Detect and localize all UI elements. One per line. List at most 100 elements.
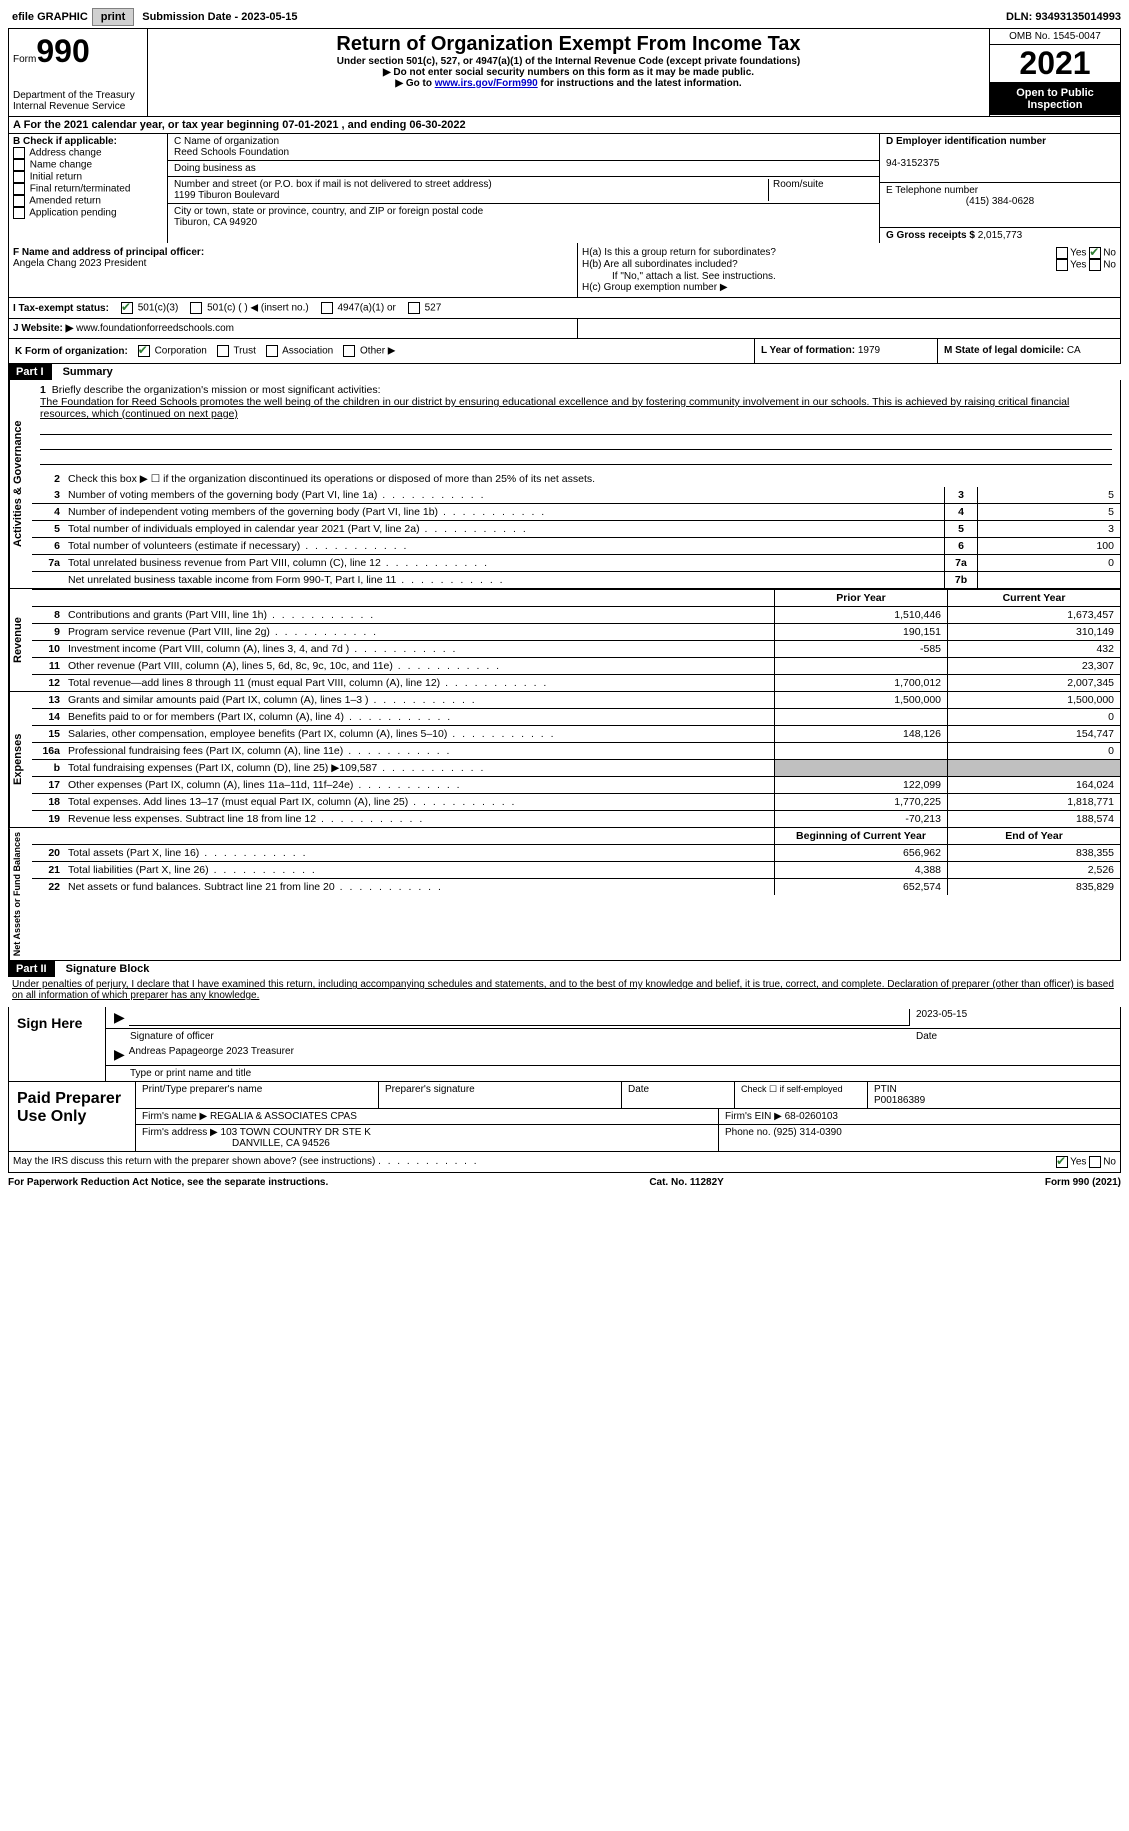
part2-badge: Part II bbox=[8, 961, 55, 977]
activities-label: Activities & Governance bbox=[9, 380, 32, 588]
col-b: B Check if applicable: Address change Na… bbox=[9, 134, 168, 243]
gross-cell: G Gross receipts $ 2,015,773 bbox=[880, 228, 1120, 243]
header-left: Form990 Department of the Treasury Inter… bbox=[9, 29, 148, 116]
irs-label: Internal Revenue Service bbox=[13, 101, 143, 112]
netassets-section: Net Assets or Fund Balances Beginning of… bbox=[8, 828, 1121, 961]
checkbox-address[interactable] bbox=[13, 147, 25, 159]
checkbox-pending[interactable] bbox=[13, 207, 25, 219]
expense-line: 14Benefits paid to or for members (Part … bbox=[32, 709, 1120, 726]
netasset-line: 22Net assets or fund balances. Subtract … bbox=[32, 879, 1120, 895]
ha-no[interactable] bbox=[1089, 247, 1101, 259]
ptin: P00186389 bbox=[874, 1095, 925, 1106]
netasset-line: 20Total assets (Part X, line 16)656,9628… bbox=[32, 845, 1120, 862]
header-center: Return of Organization Exempt From Incom… bbox=[148, 29, 989, 116]
efile-label: efile GRAPHIC bbox=[12, 11, 88, 23]
summary-line: 4Number of independent voting members of… bbox=[32, 504, 1120, 521]
print-button[interactable]: print bbox=[92, 8, 134, 26]
form-title: Return of Organization Exempt From Incom… bbox=[152, 33, 985, 56]
revenue-line: 8Contributions and grants (Part VIII, li… bbox=[32, 607, 1120, 624]
form-header: Form990 Department of the Treasury Inter… bbox=[8, 28, 1121, 117]
activities-section: Activities & Governance 1 Briefly descri… bbox=[8, 380, 1121, 589]
arrow-icon: ▶ bbox=[110, 1046, 129, 1063]
revenue-line: 10Investment income (Part VIII, column (… bbox=[32, 641, 1120, 658]
arrow-icon: ▶ bbox=[110, 1009, 129, 1026]
expense-line: 18Total expenses. Add lines 13–17 (must … bbox=[32, 794, 1120, 811]
assoc-check[interactable] bbox=[266, 345, 278, 357]
sign-here-label: Sign Here bbox=[9, 1007, 106, 1081]
year-formation: 1979 bbox=[858, 345, 880, 356]
discuss-no[interactable] bbox=[1089, 1156, 1101, 1168]
part1-header-row: Part I Summary bbox=[8, 364, 1121, 380]
mission-text: The Foundation for Reed Schools promotes… bbox=[40, 396, 1069, 420]
expenses-section: Expenses 13Grants and similar amounts pa… bbox=[8, 692, 1121, 828]
state-domicile: CA bbox=[1067, 345, 1081, 356]
ha-yes[interactable] bbox=[1056, 247, 1068, 259]
section-bcd: B Check if applicable: Address change Na… bbox=[8, 134, 1121, 243]
form-number: 990 bbox=[36, 33, 89, 69]
phone-cell: E Telephone number (415) 384-0628 bbox=[880, 183, 1120, 228]
expense-line: 15Salaries, other compensation, employee… bbox=[32, 726, 1120, 743]
part1-badge: Part I bbox=[8, 364, 52, 380]
checkbox-amended[interactable] bbox=[13, 195, 25, 207]
ein-cell: D Employer identification number 94-3152… bbox=[880, 134, 1120, 183]
hb-no[interactable] bbox=[1089, 259, 1101, 271]
org-name: Reed Schools Foundation bbox=[174, 147, 289, 158]
phone: (415) 384-0628 bbox=[886, 196, 1114, 207]
pra-notice: For Paperwork Reduction Act Notice, see … bbox=[8, 1177, 328, 1188]
4947-check[interactable] bbox=[321, 302, 333, 314]
city-state-zip: Tiburon, CA 94920 bbox=[174, 217, 257, 228]
summary-line: Net unrelated business taxable income fr… bbox=[32, 572, 1120, 588]
other-check[interactable] bbox=[343, 345, 355, 357]
dept-treasury: Department of the Treasury bbox=[13, 90, 143, 101]
public-inspection: Open to Public Inspection bbox=[990, 83, 1120, 115]
footer: For Paperwork Reduction Act Notice, see … bbox=[8, 1173, 1121, 1192]
cat-no: Cat. No. 11282Y bbox=[649, 1177, 723, 1188]
header-right: OMB No. 1545-0047 2021 Open to Public In… bbox=[989, 29, 1120, 116]
firm-ein: 68-0260103 bbox=[785, 1111, 838, 1122]
section-j: J Website: ▶ www.foundationforreedschool… bbox=[8, 319, 1121, 339]
form-prefix: Form bbox=[13, 54, 36, 65]
part2-header-row: Part II Signature Block bbox=[8, 961, 1121, 977]
city-cell: City or town, state or province, country… bbox=[168, 204, 879, 230]
expense-line: bTotal fundraising expenses (Part IX, co… bbox=[32, 760, 1120, 777]
hb-yes[interactable] bbox=[1056, 259, 1068, 271]
netassets-label: Net Assets or Fund Balances bbox=[9, 828, 32, 960]
trust-check[interactable] bbox=[217, 345, 229, 357]
netasset-line: 21Total liabilities (Part X, line 26)4,3… bbox=[32, 862, 1120, 879]
section-k: K Form of organization: Corporation Trus… bbox=[8, 339, 1121, 364]
col-f: F Name and address of principal officer:… bbox=[9, 243, 578, 297]
col-d: D Employer identification number 94-3152… bbox=[879, 134, 1120, 243]
firm-addr: 103 TOWN COUNTRY DR STE K bbox=[221, 1127, 371, 1138]
checkbox-initial[interactable] bbox=[13, 171, 25, 183]
summary-line: 3Number of voting members of the governi… bbox=[32, 487, 1120, 504]
checkbox-name[interactable] bbox=[13, 159, 25, 171]
submission-date: Submission Date - 2023-05-15 bbox=[142, 11, 297, 23]
summary-line: 6Total number of volunteers (estimate if… bbox=[32, 538, 1120, 555]
corp-check[interactable] bbox=[138, 345, 150, 357]
expense-line: 16aProfessional fundraising fees (Part I… bbox=[32, 743, 1120, 760]
irs-link[interactable]: www.irs.gov/Form990 bbox=[435, 78, 538, 89]
note-link: ▶ Go to www.irs.gov/Form990 for instruct… bbox=[152, 78, 985, 89]
501c3-check[interactable] bbox=[121, 302, 133, 314]
part1-title: Summary bbox=[55, 364, 121, 380]
firm-name: REGALIA & ASSOCIATES CPAS bbox=[210, 1111, 357, 1122]
527-check[interactable] bbox=[408, 302, 420, 314]
preparer-section: Paid Preparer Use Only Print/Type prepar… bbox=[8, 1082, 1121, 1152]
revenue-label: Revenue bbox=[9, 589, 32, 691]
firm-phone: (925) 314-0390 bbox=[773, 1127, 841, 1138]
discuss-row: May the IRS discuss this return with the… bbox=[8, 1152, 1121, 1173]
revenue-line: 9Program service revenue (Part VIII, lin… bbox=[32, 624, 1120, 641]
501c-check[interactable] bbox=[190, 302, 202, 314]
gross-receipts: 2,015,773 bbox=[978, 230, 1023, 241]
officer-name: Angela Chang 2023 President bbox=[13, 258, 146, 269]
checkbox-final[interactable] bbox=[13, 183, 25, 195]
mission-block: 1 Briefly describe the organization's mi… bbox=[32, 380, 1120, 471]
sig-date: 2023-05-15 bbox=[909, 1009, 1116, 1026]
street-address: 1199 Tiburon Boulevard bbox=[174, 190, 279, 201]
discuss-yes[interactable] bbox=[1056, 1156, 1068, 1168]
preparer-label: Paid Preparer Use Only bbox=[9, 1082, 136, 1151]
org-name-cell: C Name of organization Reed Schools Foun… bbox=[168, 134, 879, 161]
tax-year: 2021 bbox=[990, 45, 1120, 83]
sign-section: Sign Here ▶ 2023-05-15 Signature of offi… bbox=[8, 1007, 1121, 1082]
expenses-label: Expenses bbox=[9, 692, 32, 827]
